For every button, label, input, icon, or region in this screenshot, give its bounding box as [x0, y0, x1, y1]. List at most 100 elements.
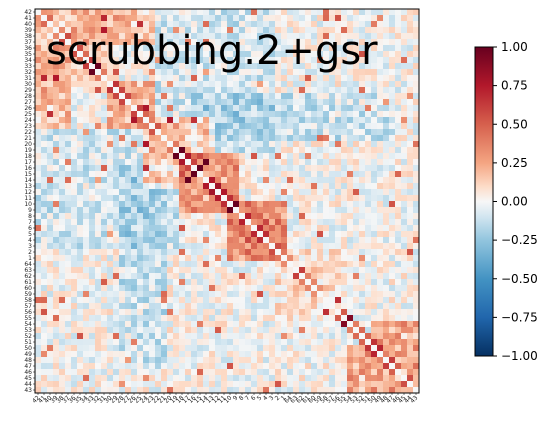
heatmap-cell: [407, 39, 414, 46]
heatmap-cell: [71, 333, 78, 340]
heatmap-cell: [215, 249, 222, 256]
heatmap-cell: [179, 315, 186, 322]
heatmap-cell: [47, 213, 54, 220]
heatmap-cell: [143, 81, 150, 88]
heatmap-cell: [407, 267, 414, 274]
heatmap-cell: [191, 159, 198, 166]
heatmap-cell: [119, 249, 126, 256]
column-tick-label: 15: [193, 394, 203, 404]
heatmap-cell: [365, 93, 372, 100]
heatmap-cell: [293, 333, 300, 340]
heatmap-cell: [167, 93, 174, 100]
heatmap-cell: [197, 27, 204, 34]
heatmap-cell: [275, 345, 282, 352]
heatmap-cell: [215, 231, 222, 238]
heatmap-cell: [47, 9, 54, 16]
heatmap-cell: [185, 33, 192, 40]
heatmap-cell: [125, 339, 132, 346]
row-tick-label: 60: [24, 285, 32, 292]
heatmap-cell: [401, 351, 408, 358]
heatmap-cell: [341, 381, 348, 388]
heatmap-cell: [347, 363, 354, 370]
heatmap-cell: [323, 177, 330, 184]
heatmap-cell: [275, 297, 282, 304]
heatmap-cell: [161, 369, 168, 376]
heatmap-cell: [353, 93, 360, 100]
heatmap-cell: [383, 189, 390, 196]
heatmap-cell: [137, 135, 144, 142]
heatmap-cell: [293, 171, 300, 178]
heatmap-cell: [311, 57, 318, 64]
heatmap-cell: [185, 75, 192, 82]
heatmap-cell: [101, 123, 108, 130]
heatmap-cell: [353, 33, 360, 40]
heatmap-cell: [59, 135, 66, 142]
heatmap-cell: [383, 351, 390, 358]
heatmap-cell: [155, 99, 162, 106]
heatmap-cell: [341, 141, 348, 148]
heatmap-cell: [113, 183, 120, 190]
heatmap-cell: [341, 249, 348, 256]
heatmap-cell: [59, 213, 66, 220]
heatmap-cell: [149, 363, 156, 370]
heatmap-cell: [221, 213, 228, 220]
heatmap-cell: [389, 39, 396, 46]
heatmap-cell: [257, 339, 264, 346]
heatmap-cell: [377, 39, 384, 46]
heatmap-cell: [167, 297, 174, 304]
heatmap-cell: [227, 357, 234, 364]
heatmap-cell: [395, 375, 402, 382]
heatmap-cell: [209, 117, 216, 124]
heatmap-cell: [401, 345, 408, 352]
heatmap-cell: [341, 231, 348, 238]
heatmap-cell: [299, 345, 306, 352]
heatmap-cell: [53, 291, 60, 298]
heatmap-cell: [413, 51, 420, 58]
heatmap-cell: [119, 321, 126, 328]
heatmap-cell: [245, 249, 252, 256]
heatmap-cell: [389, 243, 396, 250]
heatmap-cell: [395, 87, 402, 94]
heatmap-cell: [359, 141, 366, 148]
heatmap-cell: [329, 297, 336, 304]
heatmap-cell: [107, 81, 114, 88]
heatmap-cell: [101, 285, 108, 292]
heatmap-cell: [329, 195, 336, 202]
heatmap-cell: [209, 237, 216, 244]
heatmap-cell: [407, 339, 414, 346]
heatmap-cell: [71, 141, 78, 148]
heatmap-cell: [257, 291, 264, 298]
heatmap-cell: [353, 39, 360, 46]
heatmap-cell: [251, 273, 258, 280]
heatmap-cell: [257, 387, 264, 394]
heatmap-cell: [179, 45, 186, 52]
heatmap-cell: [191, 213, 198, 220]
heatmap-cell: [293, 351, 300, 358]
heatmap-cell: [95, 129, 102, 136]
heatmap-cell: [377, 171, 384, 178]
heatmap-cell: [383, 39, 390, 46]
heatmap-cell: [299, 171, 306, 178]
heatmap-cell: [89, 165, 96, 172]
heatmap-cell: [335, 195, 342, 202]
heatmap-cell: [239, 99, 246, 106]
heatmap-cell: [167, 9, 174, 16]
heatmap-cell: [77, 207, 84, 214]
heatmap-cell: [77, 117, 84, 124]
heatmap-cell: [65, 387, 72, 394]
heatmap-cell: [239, 213, 246, 220]
heatmap-cell: [161, 147, 168, 154]
heatmap-cell: [89, 201, 96, 208]
heatmap-cell: [329, 39, 336, 46]
heatmap-cell: [155, 249, 162, 256]
heatmap-cell: [77, 237, 84, 244]
heatmap-cell: [131, 129, 138, 136]
heatmap-cell: [371, 117, 378, 124]
heatmap-cell: [383, 183, 390, 190]
heatmap-cell: [41, 189, 48, 196]
heatmap-cell: [77, 315, 84, 322]
heatmap-cell: [251, 291, 258, 298]
heatmap-cell: [275, 213, 282, 220]
heatmap-cell: [65, 375, 72, 382]
heatmap-cell: [377, 315, 384, 322]
